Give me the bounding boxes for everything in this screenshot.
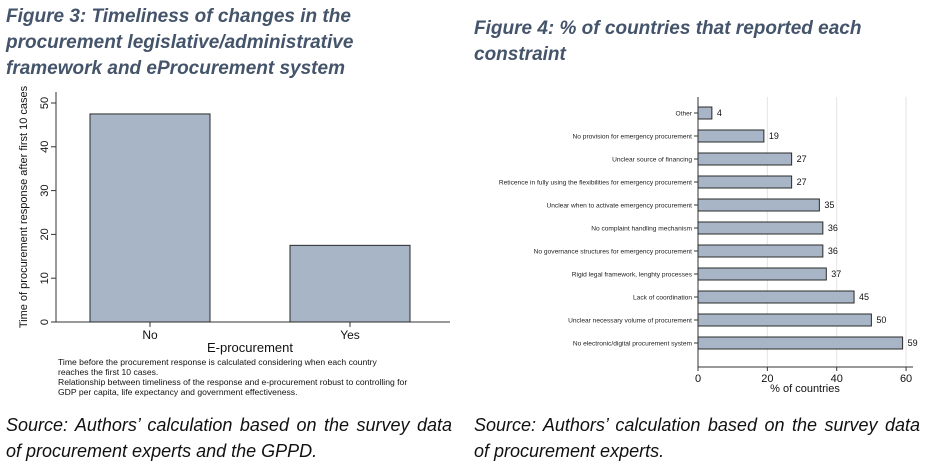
bar [89,113,211,323]
x-ticks: 0 20 40 60 [695,367,912,385]
bar [697,175,793,189]
bar [289,244,411,323]
category-label: Other [676,111,693,118]
data-label: 50 [876,315,886,325]
y-ticks: 0 10 20 30 40 50 [39,97,56,325]
chart-constraints: 0 20 40 60 Other No provision for emergency … [499,97,918,395]
data-label: 37 [831,269,841,279]
x-category-label: No [142,328,158,342]
data-label: 36 [828,246,838,256]
data-label: 19 [769,131,779,141]
note-line: GDP per capita, life expectancy and gove… [58,387,298,397]
note-line: Relationship between timeliness of the r… [58,377,408,387]
x-tick-label: 60 [900,373,912,385]
chart-timeliness: 0 10 20 30 40 50 No Yes E-procurement Time of … [18,85,450,355]
figure4-title: Figure 4: % of countries that reported e… [474,18,862,65]
data-label: 36 [828,223,838,233]
category-label: No electronic/digital procurement system [573,341,693,348]
bar [697,267,827,281]
y-axis-label: Time of procurement response after first… [18,85,30,328]
bars [89,113,411,323]
x-tick-label: 0 [695,373,701,385]
category-label: Unclear source of financing [612,157,692,164]
category-label: Rigid legal framework, lenghty processes [572,272,693,279]
category-label: Unclear when to activate emergency procu… [546,203,692,210]
bar [697,290,855,304]
bar [697,221,824,235]
category-label: No complaint handling mechanism [591,226,692,233]
x-axis-label: % of countries [770,383,840,395]
data-label: 4 [717,108,722,118]
data-label: 59 [908,338,918,348]
x-tick-label: 40 [831,373,843,385]
category-label: No provision for emergency procurement [573,134,693,141]
bar [697,336,904,350]
bar [697,106,713,120]
bars [697,106,904,350]
y-tick-label: 50 [39,97,51,109]
y-tick-label: 20 [39,228,51,240]
y-tick-label: 10 [39,272,51,284]
data-label: 35 [824,200,834,210]
note-line: Time before the procurement response is … [58,357,377,367]
category-label: No governance structures for emergency p… [534,249,692,256]
x-tick-label: 20 [761,373,773,385]
figure3-source: Source: Authors’ calculation based on th… [6,415,452,461]
category-label: Unclear necessary volume of procurement [568,318,692,325]
category-labels: Other No provision for emergency procurem… [499,111,698,348]
figure3-notes: Time before the procurement response is … [58,357,448,397]
x-axis-label: E-procurement [207,340,293,355]
bar [697,313,872,327]
data-label: 27 [797,154,807,164]
x-category-labels: No Yes [142,322,360,342]
y-tick-label: 0 [39,319,51,325]
y-tick-label: 30 [39,184,51,196]
data-label: 27 [797,177,807,187]
x-category-label: Yes [340,328,360,342]
category-label: Reticence in fully using the flexibiliti… [499,180,692,187]
bar [697,152,793,166]
note-line: reaches the first 10 cases. [58,367,159,377]
bar [697,198,820,212]
figure4-source: Source: Authors’ calculation based on th… [474,415,920,461]
category-label: Lack of coordination [633,295,692,302]
data-labels: 4 19 27 27 35 36 36 37 45 50 59 [717,108,918,348]
bar [697,244,824,258]
figure3-title: Figure 3: Timeliness of changes in the p… [6,6,354,79]
bar [697,129,765,143]
y-tick-label: 40 [39,141,51,153]
data-label: 45 [859,292,869,302]
